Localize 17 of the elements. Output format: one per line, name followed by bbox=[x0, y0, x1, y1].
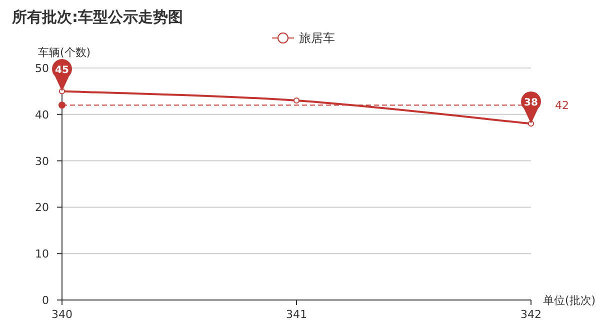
annotation: 38 bbox=[524, 98, 538, 109]
ref-line-label: 42 bbox=[555, 99, 569, 112]
y-tick-label: 0 bbox=[42, 294, 49, 307]
y-tick-label: 20 bbox=[35, 201, 49, 214]
legend-label: 旅居车 bbox=[299, 31, 335, 45]
y-tick-label: 30 bbox=[35, 154, 49, 168]
point bbox=[294, 97, 300, 104]
x-tick-label: 342 bbox=[520, 308, 542, 321]
y-tick-label: 10 bbox=[35, 248, 49, 261]
x-tick-label: 341 bbox=[286, 308, 307, 321]
chart-title: 所有批次:车型公示走势图 bbox=[11, 8, 183, 26]
y-tick-label: 50 bbox=[35, 62, 49, 75]
annotation: 45 bbox=[55, 65, 69, 76]
y-axis-title: 车辆(个数) bbox=[38, 46, 91, 59]
y-tick-label: 40 bbox=[35, 108, 49, 122]
x-axis-title: 单位(批次) bbox=[543, 294, 596, 307]
x-tick-label: 340 bbox=[52, 308, 72, 321]
